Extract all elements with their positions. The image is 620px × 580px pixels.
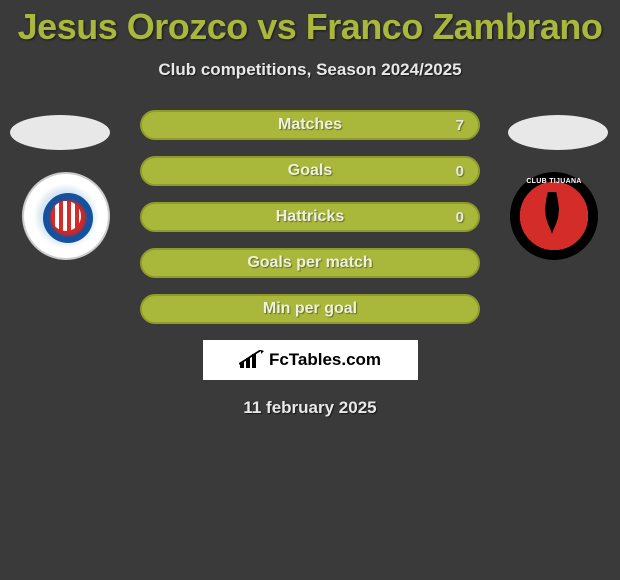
player-photo-left xyxy=(10,115,110,150)
stat-label: Goals per match xyxy=(247,254,372,272)
player-photo-right xyxy=(508,115,608,150)
stat-value-right: 7 xyxy=(456,117,464,134)
stat-row: Hattricks 0 xyxy=(140,202,480,232)
brand-text: FcTables.com xyxy=(269,350,381,370)
bar-chart-icon xyxy=(239,350,265,370)
stat-label: Min per goal xyxy=(263,300,357,318)
stat-row: Goals per match xyxy=(140,248,480,278)
comparison-content: Matches 7 Goals 0 Hattricks 0 Goals per … xyxy=(0,110,620,418)
season-subtitle: Club competitions, Season 2024/2025 xyxy=(0,60,620,80)
stat-value-right: 0 xyxy=(456,163,464,180)
stat-label: Hattricks xyxy=(276,208,344,226)
comparison-title: Jesus Orozco vs Franco Zambrano xyxy=(0,0,620,48)
stat-value-right: 0 xyxy=(456,209,464,226)
stat-rows: Matches 7 Goals 0 Hattricks 0 Goals per … xyxy=(140,110,480,324)
stat-row: Min per goal xyxy=(140,294,480,324)
stat-row: Matches 7 xyxy=(140,110,480,140)
club-logo-left xyxy=(22,172,110,260)
club-logo-right xyxy=(510,172,598,260)
brand-watermark: FcTables.com xyxy=(203,340,418,380)
stat-label: Goals xyxy=(288,162,332,180)
stat-label: Matches xyxy=(278,116,342,134)
date-text: 11 february 2025 xyxy=(0,398,620,418)
stat-row: Goals 0 xyxy=(140,156,480,186)
